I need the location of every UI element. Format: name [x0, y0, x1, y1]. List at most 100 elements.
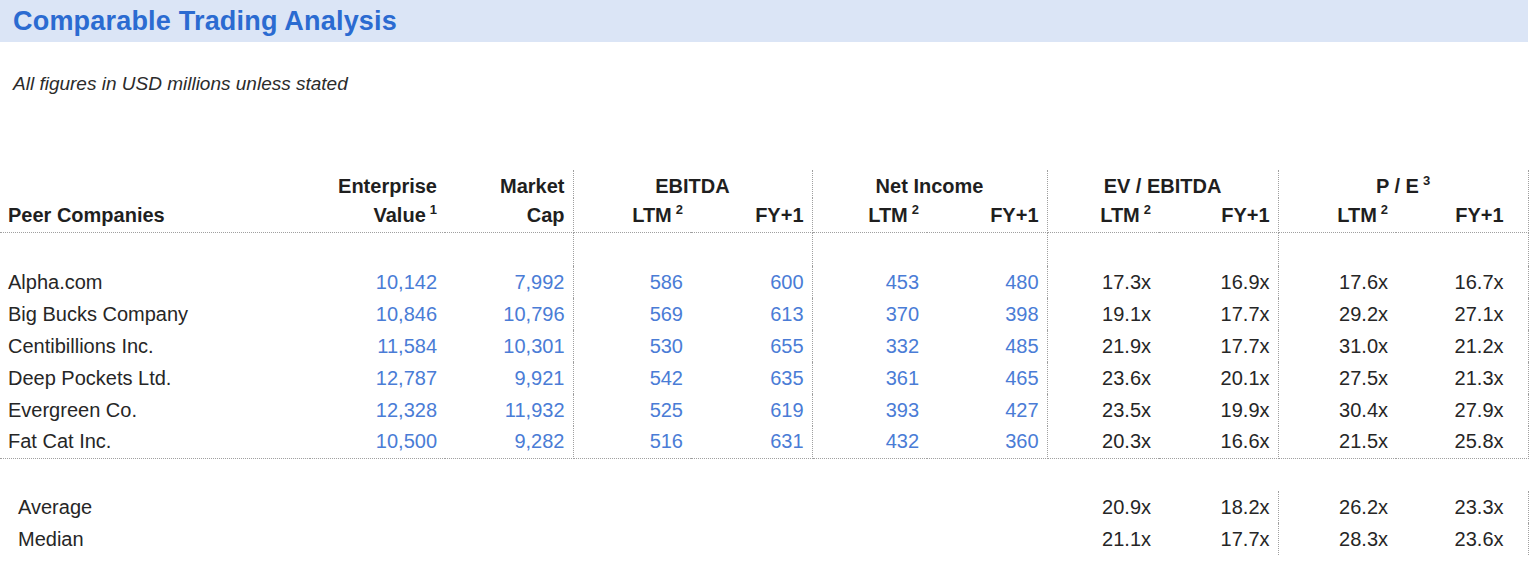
page-title: Comparable Trading Analysis — [0, 0, 1528, 36]
company-name: Big Bucks Company — [0, 298, 310, 330]
cell-ev-ebitda-fy1: 20.1x — [1159, 362, 1278, 394]
summary-gap-row — [0, 458, 1528, 491]
cell-ni-ltm: 361 — [812, 362, 927, 394]
cell-pe-ltm: 21.5x — [1278, 426, 1396, 458]
cell-ev: 12,787 — [310, 362, 445, 394]
company-name: Centibillions Inc. — [0, 330, 310, 362]
cell-ni-fy1: 480 — [927, 266, 1047, 298]
cell-ni-ltm: 370 — [812, 298, 927, 330]
header-sub-row: Peer Companies Value1 Cap LTM2 FY+1 LTM2… — [0, 198, 1528, 232]
cell-ev-ebitda-fy1: 17.7x — [1159, 330, 1278, 362]
table-row-big-bucks: Big Bucks Company 10,846 10,796 569 613 … — [0, 298, 1528, 330]
pe-label: P / E — [1376, 175, 1419, 197]
cell-ev-ebitda-ltm: 21.9x — [1047, 330, 1159, 362]
cell-ev-ebitda-ltm: 20.9x — [1047, 491, 1159, 523]
summary-row-median: Median 21.1x 17.7x 28.3x 23.6x — [0, 523, 1528, 555]
company-name: Fat Cat Inc. — [0, 426, 310, 458]
cell-ebitda-fy1: 635 — [691, 362, 812, 394]
summary-label: Median — [0, 523, 310, 555]
table-row-centibillions: Centibillions Inc. 11,584 10,301 530 655… — [0, 330, 1528, 362]
cell-ev-ebitda-fy1: 16.6x — [1159, 426, 1278, 458]
ltm-label: LTM — [632, 204, 672, 226]
subtitle-note: All figures in USD millions unless state… — [13, 72, 1536, 96]
cell-pe-ltm: 27.5x — [1278, 362, 1396, 394]
col-header-ebitda-ltm: LTM2 — [573, 198, 691, 232]
cell-pe-fy1: 16.7x — [1396, 266, 1528, 298]
col-header-market-cap: Cap — [445, 198, 573, 232]
cell-ebitda-ltm: 569 — [573, 298, 691, 330]
cell-ev-ebitda-ltm: 19.1x — [1047, 298, 1159, 330]
header-spacer — [0, 170, 310, 198]
group-header-pe: P / E3 — [1278, 170, 1528, 198]
cell-ebitda-ltm: 542 — [573, 362, 691, 394]
cell-pe-ltm: 17.6x — [1278, 266, 1396, 298]
cell-pe-ltm: 30.4x — [1278, 394, 1396, 426]
cell-pe-fy1: 23.6x — [1396, 523, 1528, 555]
group-header-net-income: Net Income — [812, 170, 1047, 198]
ltm-label: LTM — [1100, 204, 1140, 226]
cell-pe-fy1: 21.2x — [1396, 330, 1528, 362]
cell-market-cap: 11,932 — [445, 394, 573, 426]
cell-ev-ebitda-ltm: 17.3x — [1047, 266, 1159, 298]
col-header-ev-ebitda-fy1: FY+1 — [1159, 198, 1278, 232]
cell-ev-ebitda-fy1: 16.9x — [1159, 266, 1278, 298]
cell-ev: 10,142 — [310, 266, 445, 298]
col-header-enterprise: Enterprise — [310, 170, 445, 198]
cell-ebitda-ltm: 525 — [573, 394, 691, 426]
cell-ev-ebitda-ltm: 20.3x — [1047, 426, 1159, 458]
cell-market-cap: 9,921 — [445, 362, 573, 394]
cell-ev-ebitda-ltm: 21.1x — [1047, 523, 1159, 555]
cell-pe-ltm: 26.2x — [1278, 491, 1396, 523]
cell-pe-fy1: 25.8x — [1396, 426, 1528, 458]
col-header-enterprise-value: Value 1 — [310, 198, 445, 232]
col-header-ni-ltm: LTM2 — [812, 198, 927, 232]
group-header-ebitda: EBITDA — [573, 170, 812, 198]
table-row-deep-pockets: Deep Pockets Ltd. 12,787 9,921 542 635 3… — [0, 362, 1528, 394]
table-row-alpha: Alpha.com 10,142 7,992 586 600 453 480 1… — [0, 266, 1528, 298]
group-header-ev-ebitda: EV / EBITDA — [1047, 170, 1278, 198]
cell-ebitda-fy1: 631 — [691, 426, 812, 458]
company-name: Deep Pockets Ltd. — [0, 362, 310, 394]
cell-ebitda-fy1: 619 — [691, 394, 812, 426]
cell-ni-fy1: 360 — [927, 426, 1047, 458]
col-header-pe-ltm: LTM2 — [1278, 198, 1396, 232]
cell-ev: 12,328 — [310, 394, 445, 426]
cell-ni-ltm: 393 — [812, 394, 927, 426]
title-bar: Comparable Trading Analysis — [0, 0, 1528, 42]
col-header-ni-fy1: FY+1 — [927, 198, 1047, 232]
cell-ebitda-ltm: 586 — [573, 266, 691, 298]
cell-pe-ltm: 29.2x — [1278, 298, 1396, 330]
comps-table: Enterprise Market EBITDA Net Income EV /… — [0, 170, 1529, 555]
cell-pe-fy1: 27.9x — [1396, 394, 1528, 426]
cell-ev-ebitda-fy1: 17.7x — [1159, 298, 1278, 330]
footnote-1-marker: 1 — [430, 202, 437, 217]
cell-market-cap: 10,796 — [445, 298, 573, 330]
cell-ev: 10,500 — [310, 426, 445, 458]
cell-pe-fy1: 27.1x — [1396, 298, 1528, 330]
cell-ni-fy1: 465 — [927, 362, 1047, 394]
summary-row-average: Average 20.9x 18.2x 26.2x 23.3x — [0, 491, 1528, 523]
header-group-row: Enterprise Market EBITDA Net Income EV /… — [0, 170, 1528, 198]
cell-ev: 11,584 — [310, 330, 445, 362]
cell-ev-ebitda-fy1: 17.7x — [1159, 523, 1278, 555]
cell-ebitda-fy1: 613 — [691, 298, 812, 330]
table-row-evergreen: Evergreen Co. 12,328 11,932 525 619 393 … — [0, 394, 1528, 426]
cell-ev-ebitda-fy1: 19.9x — [1159, 394, 1278, 426]
company-name: Evergreen Co. — [0, 394, 310, 426]
footnote-2-marker: 2 — [1381, 202, 1388, 217]
cell-ni-fy1: 427 — [927, 394, 1047, 426]
value-label: Value — [374, 204, 426, 226]
cell-pe-ltm: 28.3x — [1278, 523, 1396, 555]
col-header-ebitda-fy1: FY+1 — [691, 198, 812, 232]
company-name: Alpha.com — [0, 266, 310, 298]
cell-ev-ebitda-ltm: 23.5x — [1047, 394, 1159, 426]
cell-market-cap: 7,992 — [445, 266, 573, 298]
col-header-market: Market — [445, 170, 573, 198]
cell-ebitda-fy1: 600 — [691, 266, 812, 298]
cell-ni-ltm: 432 — [812, 426, 927, 458]
cell-ebitda-fy1: 655 — [691, 330, 812, 362]
cell-ev-ebitda-fy1: 18.2x — [1159, 491, 1278, 523]
cell-ni-ltm: 332 — [812, 330, 927, 362]
cell-ni-ltm: 453 — [812, 266, 927, 298]
cell-market-cap: 9,282 — [445, 426, 573, 458]
